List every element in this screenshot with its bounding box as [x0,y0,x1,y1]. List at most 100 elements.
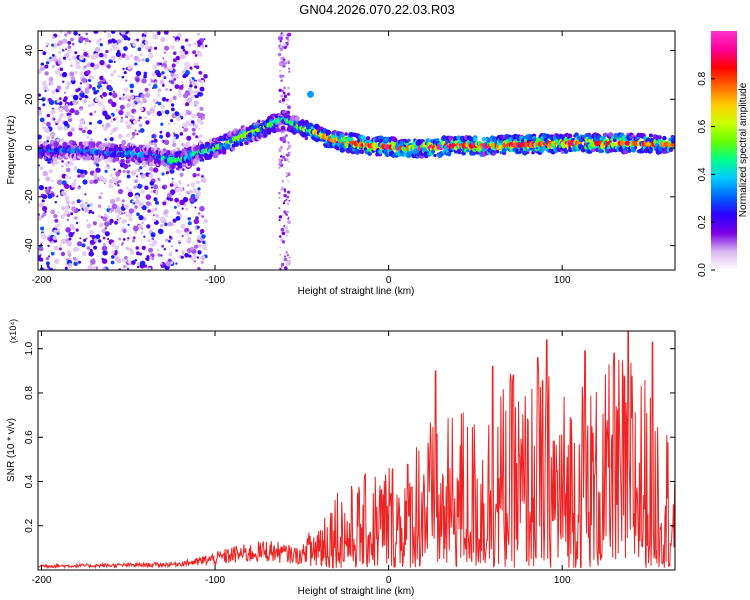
spectrogram-noise-point [193,81,198,86]
spectrogram-noise-point [186,135,192,141]
spectrogram-noise-point [153,105,157,108]
spectrogram-noise-point [134,111,137,114]
spectrogram-streak-point [278,46,281,49]
spectrogram-noise-point [195,65,200,70]
spectrogram-streak-point [284,266,288,270]
spectrogram-noise-point [183,93,189,99]
spectrogram-noise-point [62,38,68,44]
spectrogram-ridge-point [413,148,419,154]
spectrogram-noise-point [40,241,43,244]
spectrogram-noise-point [48,98,52,102]
spectrogram-noise-point [52,164,55,167]
spectrogram-noise-point [119,104,125,110]
spectrogram-noise-point [66,218,70,222]
spectrogram-noise-point [170,119,174,123]
spectrogram-noise-point [145,201,151,206]
spectrogram-noise-point [98,214,102,218]
spectrogram-noise-point [135,168,139,172]
spectrogram-noise-point [88,251,94,257]
spectrogram-noise-point [56,138,60,142]
spectrogram-noise-point [89,179,94,185]
spectrogram-noise-point [50,251,55,256]
spectrogram-noise-point [131,170,137,176]
spectrogram-noise-point [57,34,61,38]
spectrogram-noise-point [135,81,138,85]
spectrogram-noise-point [182,122,189,129]
spectrogram-noise-point [92,86,96,91]
spectrogram-noise-point [84,87,90,93]
spectrogram-noise-point [58,107,64,113]
spectrogram-noise-point [124,204,129,210]
figure-title: GN04.2026.070.22.03.R03 [299,2,454,17]
spectrogram-noise-point [65,234,69,238]
spectrogram-noise-point [54,224,59,229]
spectrogram-noise-point [57,211,60,214]
spectrogram-noise-point [119,118,124,123]
spectrogram-noise-point [101,105,106,109]
spectrogram-noise-point [133,185,137,190]
spectrogram-noise-point [188,79,192,82]
spectrogram-streak-point [278,196,281,199]
spectrogram-noise-point [65,200,71,205]
spectrogram-streak-point [279,235,282,238]
spectrogram-noise-point [199,205,205,212]
spectrogram-noise-point [152,189,157,193]
spectrogram-noise-point [59,67,64,72]
spectrogram-streak-point [278,219,281,222]
x-tick-label: 0 [386,575,392,586]
spectrogram-noise-point [132,135,135,139]
spectrogram-noise-point [50,209,56,215]
spectrogram-noise-point [189,84,193,88]
spectrogram-noise-point [147,48,152,53]
spectrogram-streak-point [286,45,289,48]
spectrogram-noise-point [141,58,145,62]
spectrogram-noise-point [38,185,45,191]
spectrogram-noise-point [64,195,70,201]
spectrogram-streak-point [281,45,285,50]
spectrogram-noise-point [163,248,166,251]
spectrogram-noise-point [163,31,169,35]
spectrogram-noise-point [102,242,106,246]
spectrogram-noise-point [72,231,75,234]
snr-axes: -200 -100 0 100 0.2 0.4 0.6 0.8 1.0 [24,331,675,586]
spectrogram-noise-point [102,250,108,256]
spectrogram-noise-point [149,243,152,246]
spectrogram-noise-point [175,116,181,122]
spectrogram-noise-point [159,186,162,189]
spectrogram-noise-point [91,102,95,107]
spectrogram-ridge-point [339,147,346,153]
spectrogram-streak-point [285,198,288,201]
spectrogram-noise-point [161,244,165,248]
spectrogram-noise-point [87,246,90,250]
spectrogram-noise-point [157,253,161,257]
spectrogram-noise-point [113,60,116,64]
spectrogram-noise-point [154,144,158,148]
spectrogram-noise-point [139,260,146,267]
spectrogram-ridge-point [481,137,487,142]
spectrogram-noise-point [87,104,92,108]
spectrogram-noise-point [39,166,44,171]
spectrogram-noise-point [191,120,195,124]
spectrogram-noise-point [73,179,77,183]
spectrogram-noise-point [164,51,166,54]
spectrogram-noise-point [40,243,43,246]
spectrogram-noise-point [80,90,84,94]
spectrogram-noise-point [85,219,89,222]
spectrogram-noise-point [58,247,62,251]
spectrogram-noise-point [108,86,113,92]
spectrogram-noise-point [45,42,50,46]
spectrogram-noise-point [46,264,50,268]
spectrogram-noise-point [84,94,88,99]
spectrogram-ridge-point [38,140,42,145]
y-tick-label: 0.4 [24,474,35,488]
spectrogram-noise-point [42,85,49,91]
spectrogram-noise-point [177,239,181,243]
spectrogram-streak-point [281,159,283,162]
spectrogram-noise-point [177,147,181,151]
spectrogram-noise-point [107,98,113,104]
spectrogram-noise-point [134,179,138,184]
spectrogram-noise-point [72,256,77,261]
spectrogram-noise-point [74,70,78,74]
spectrogram-ridge-point [325,129,332,136]
spectrogram-noise-point [141,78,147,84]
